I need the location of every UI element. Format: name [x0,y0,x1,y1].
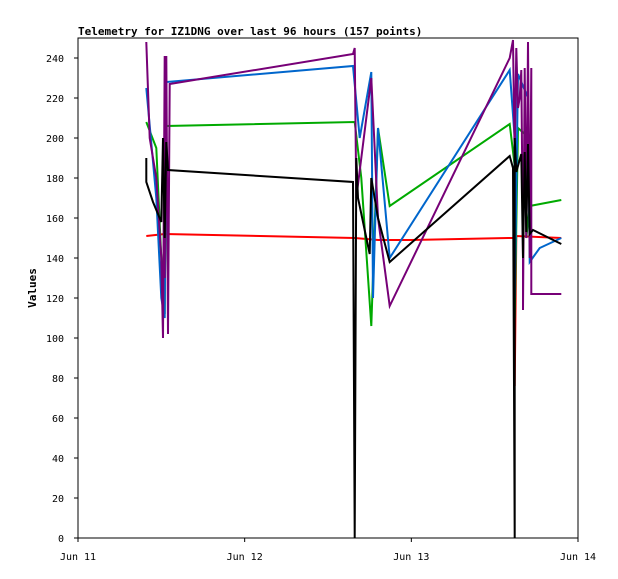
y-tick-label: 120 [46,294,64,305]
y-tick-label: 180 [46,174,64,185]
y-tick-label: 140 [46,254,64,265]
plot-area-frame [77,37,579,539]
y-tick-label: 200 [46,134,64,145]
y-tick-label: 0 [58,534,64,545]
y-tick-label: 20 [52,494,64,505]
x-tick-label: Jun 13 [393,552,429,563]
y-tick-label: 100 [46,334,64,345]
x-axis: Jun 11 Jun 12 Jun 13 Jun 14 [60,538,596,563]
y-axis: 0 20 40 60 80 100 120 140 160 180 200 220 240 [46,54,78,545]
y-tick-label: 60 [52,414,64,425]
y-tick-label: 40 [52,454,64,465]
x-tick-label: Jun 12 [227,552,263,563]
y-tick-label: 240 [46,54,64,65]
x-tick-label: Jun 11 [60,552,96,563]
y-tick-label: 220 [46,94,64,105]
x-tick-label: Jun 14 [560,552,596,563]
series-line-5 [145,137,562,539]
series-layer [145,39,562,539]
y-tick-label: 160 [46,214,64,225]
chart-title: Telemetry for IZ1DNG over last 96 hours … [78,25,422,38]
y-tick-label: 80 [52,374,64,385]
y-axis-label: Values [26,268,39,308]
